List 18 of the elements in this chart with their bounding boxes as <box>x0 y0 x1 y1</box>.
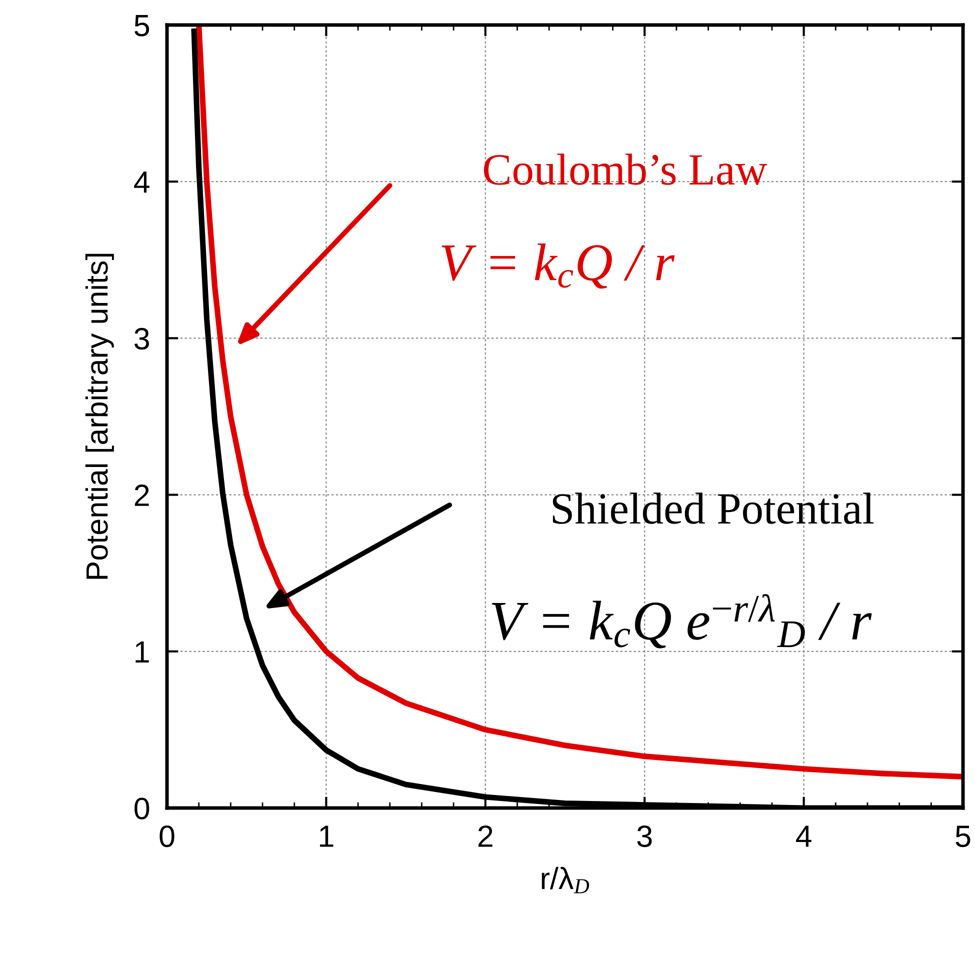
x-tick-label: 1 <box>320 826 334 847</box>
x-axis-title: r/λ$_{D}$ <box>542 866 590 894</box>
y-tick-label: 1 <box>136 641 149 662</box>
x-tick-label: 2 <box>478 825 492 847</box>
x-tick-label: 0 <box>160 825 174 848</box>
annotation: V = k$_{c}$Q / r <box>442 243 675 289</box>
x-tick-label: 4 <box>796 826 812 847</box>
annotation: Coulomb’s Law <box>484 154 768 185</box>
y-tick-label: 0 <box>134 798 150 820</box>
y-tick-label: 4 <box>134 172 150 193</box>
annotation: V = k$_{c}$Q e$^{−r/λ}$$_{D}$ / r <box>492 594 872 648</box>
y-axis-title: Potential [arbitrary units] <box>85 254 114 579</box>
y-tick-label: 2 <box>134 484 149 506</box>
y-tick-label: 3 <box>134 328 149 350</box>
x-tick-label: 3 <box>637 825 652 848</box>
x-tick-label: 5 <box>956 826 970 848</box>
annotation: Shielded Potential <box>552 492 874 524</box>
y-tick-label: 5 <box>134 15 150 36</box>
